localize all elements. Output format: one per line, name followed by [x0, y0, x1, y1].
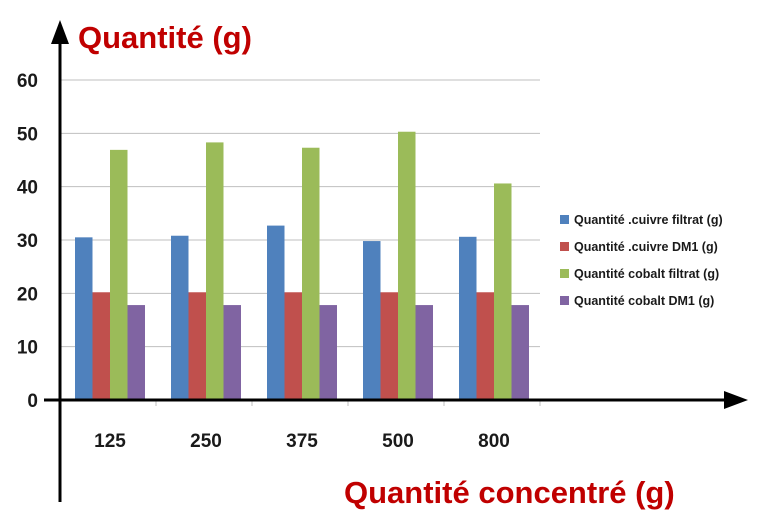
bar: [206, 142, 224, 400]
y-tick-label: 20: [17, 284, 38, 305]
y-tick-label: 40: [17, 178, 38, 199]
bar: [171, 235, 189, 400]
x-tick-label: 375: [286, 431, 318, 452]
bar: [476, 292, 494, 400]
bar: [319, 305, 337, 400]
bar: [284, 292, 302, 400]
bar-series-group: [75, 131, 529, 400]
axes: [44, 20, 748, 502]
x-tick-labels: 125 250 375 500 800: [94, 431, 510, 452]
y-axis-arrowhead: [51, 20, 69, 44]
legend-swatch: [560, 215, 569, 224]
x-tick-label: 800: [478, 431, 510, 452]
legend-swatch: [560, 269, 569, 278]
x-tick-label: 250: [190, 431, 222, 452]
bar: [188, 292, 206, 400]
legend-label: Quantité cobalt DM1 (g): [574, 294, 714, 308]
x-axis-arrowhead: [724, 391, 748, 409]
legend-swatch: [560, 242, 569, 251]
bar: [380, 292, 398, 400]
y-tick-labels: 0 10 20 30 40 50 60: [17, 71, 38, 412]
bar: [223, 305, 241, 400]
y-tick-label: 10: [17, 338, 38, 359]
x-tick-label: 125: [94, 431, 126, 452]
y-axis-title: Quantité (g): [78, 20, 252, 55]
y-tick-label: 50: [17, 124, 38, 145]
bar: [110, 149, 128, 400]
x-axis-title: Quantité concentré (g): [344, 475, 675, 510]
bar: [92, 292, 110, 400]
bar: [127, 305, 145, 400]
bar: [267, 225, 285, 400]
legend-label: Quantité .cuivre DM1 (g): [574, 240, 718, 254]
bar: [398, 131, 416, 400]
legend-swatch: [560, 296, 569, 305]
legend: Quantité .cuivre filtrat (g) Quantité .cu…: [560, 213, 723, 308]
bar: [459, 236, 477, 400]
y-tick-label: 60: [17, 71, 38, 92]
legend-label: Quantité .cuivre filtrat (g): [574, 213, 723, 227]
bar: [494, 183, 512, 400]
bar: [415, 305, 433, 400]
bar: [511, 305, 529, 400]
y-tick-label: 30: [17, 231, 38, 252]
y-tick-label: 0: [27, 391, 38, 412]
legend-label: Quantité cobalt filtrat (g): [574, 267, 719, 281]
bar: [302, 147, 320, 400]
x-tick-label: 500: [382, 431, 414, 452]
bar: [75, 237, 93, 400]
bar: [363, 241, 381, 400]
